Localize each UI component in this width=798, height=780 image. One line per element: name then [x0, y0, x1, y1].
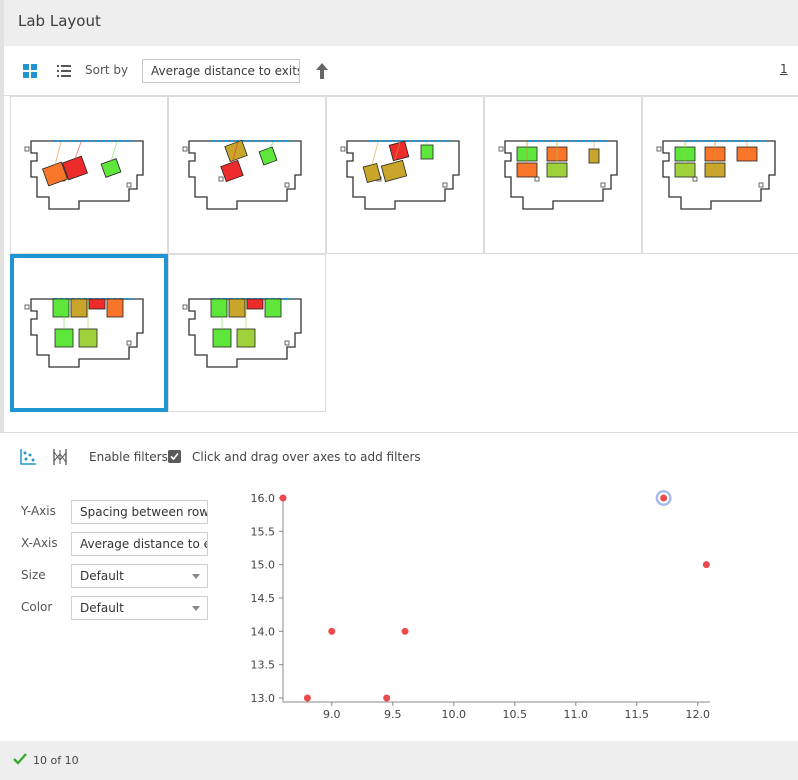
parallel-coordinates-icon[interactable] — [51, 448, 69, 466]
layout-thumbnail[interactable] — [10, 254, 168, 412]
filters-hint-text: Click and drag over axes to add filters — [192, 450, 421, 464]
floor-plan-image — [182, 139, 302, 210]
app-title: Lab Layout — [18, 12, 101, 30]
layout-thumbnail[interactable] — [326, 96, 484, 254]
x-axis-select[interactable]: Average distance to exits — [71, 532, 208, 556]
scatter-plot[interactable]: 13.0 13.5 14.0 14.5 15.0 15.5 16.0 9.0 9.5 10.0 10… — [240, 482, 720, 722]
y-tick-label: 14.0 — [251, 625, 276, 638]
sort-by-select[interactable]: Average distance to exits — [142, 59, 300, 83]
y-tick-label: 16.0 — [251, 492, 276, 505]
y-axis-label: Y-Axis — [21, 504, 56, 518]
toolbar: Sort by Average distance to exits 1 — [0, 46, 798, 96]
data-point[interactable] — [660, 494, 668, 502]
size-select-value: Default — [80, 569, 124, 583]
data-point[interactable] — [303, 694, 311, 702]
color-label: Color — [21, 600, 53, 614]
data-point[interactable] — [401, 627, 409, 635]
checkmark-icon — [13, 753, 27, 765]
status-count: 10 of 10 — [33, 754, 79, 767]
section-divider — [0, 432, 798, 433]
page-number-link[interactable]: 1 — [780, 62, 788, 76]
floor-plan-image — [498, 140, 618, 210]
floor-plan-image — [656, 140, 776, 210]
x-axis-label: X-Axis — [21, 536, 58, 550]
y-tick-label: 13.0 — [251, 692, 276, 705]
size-select[interactable]: Default — [71, 564, 208, 588]
data-point[interactable] — [328, 627, 336, 635]
layout-thumbnail[interactable] — [10, 96, 168, 254]
layout-thumbnail[interactable] — [168, 254, 326, 412]
floor-plan-image — [182, 298, 302, 368]
y-tick-label: 14.5 — [251, 592, 276, 605]
title-bar: Lab Layout — [0, 0, 798, 46]
layout-thumbnail[interactable] — [642, 96, 798, 254]
data-point[interactable] — [383, 694, 391, 702]
x-tick-label: 10.5 — [503, 708, 528, 721]
enable-filters-checkbox[interactable] — [168, 450, 181, 463]
x-tick-label: 11.0 — [564, 708, 589, 721]
chevron-down-icon — [192, 574, 200, 579]
x-tick-label: 9.0 — [323, 708, 341, 721]
y-tick-label: 13.5 — [251, 659, 276, 672]
enable-filters-label: Enable filters — [89, 450, 168, 464]
chart-toolbar: Enable filters Click and drag over axes … — [0, 440, 798, 474]
sort-ascending-arrow-icon[interactable] — [315, 62, 329, 80]
color-select-value: Default — [80, 601, 124, 615]
size-label: Size — [21, 568, 46, 582]
status-bar: 10 of 10 — [0, 741, 798, 780]
layout-thumbnail[interactable] — [484, 96, 642, 254]
sort-by-label: Sort by — [85, 63, 129, 77]
y-axis-select[interactable]: Spacing between rows — [71, 500, 208, 524]
grid-view-icon[interactable] — [22, 63, 38, 79]
data-point[interactable] — [702, 561, 710, 569]
x-tick-label: 11.5 — [625, 708, 650, 721]
scatter-plot-icon[interactable] — [19, 448, 37, 466]
x-tick-label: 9.5 — [384, 708, 402, 721]
floor-plan-image — [340, 140, 460, 210]
layout-thumbnail[interactable] — [168, 96, 326, 254]
x-tick-label: 10.0 — [442, 708, 467, 721]
y-tick-label: 15.0 — [251, 559, 276, 572]
y-tick-label: 15.5 — [251, 525, 276, 538]
floor-plan-image — [24, 298, 144, 368]
list-view-icon[interactable] — [56, 63, 72, 79]
layout-thumbnail-grid — [0, 96, 798, 432]
x-tick-label: 12.0 — [686, 708, 711, 721]
color-select[interactable]: Default — [71, 596, 208, 620]
data-point[interactable] — [279, 494, 287, 502]
chevron-down-icon — [192, 606, 200, 611]
floor-plan-image — [24, 140, 144, 210]
